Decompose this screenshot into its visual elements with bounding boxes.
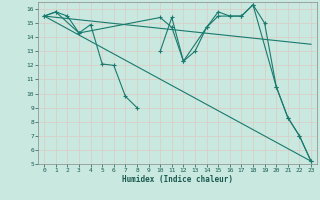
X-axis label: Humidex (Indice chaleur): Humidex (Indice chaleur)	[122, 175, 233, 184]
